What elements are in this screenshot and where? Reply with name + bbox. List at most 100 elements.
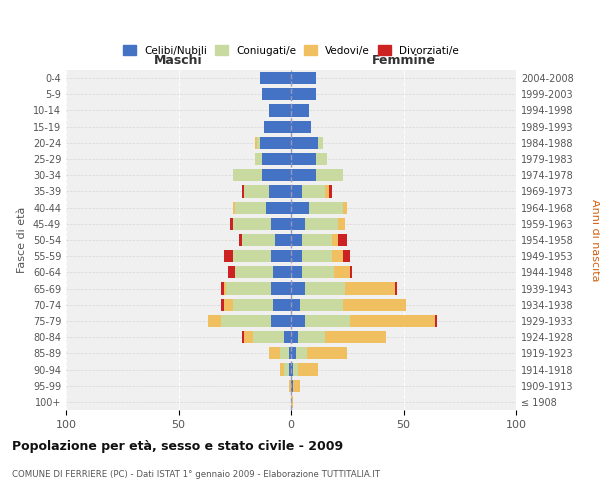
Bar (291, 396, 293, 408)
Bar (233, 298, 273, 311)
Bar (221, 315, 271, 327)
Bar (233, 218, 271, 230)
Bar (331, 234, 338, 246)
Bar (233, 169, 262, 181)
Bar (221, 282, 223, 294)
Bar (239, 234, 241, 246)
Bar (305, 315, 349, 327)
Bar (235, 266, 273, 278)
Bar (291, 186, 302, 198)
Bar (291, 104, 309, 117)
Bar (338, 234, 347, 246)
Bar (260, 72, 291, 84)
Bar (302, 266, 334, 278)
Y-axis label: Fasce di età: Fasce di età (17, 207, 27, 273)
Bar (296, 348, 307, 360)
Bar (271, 250, 291, 262)
Bar (298, 364, 318, 376)
Bar (262, 169, 291, 181)
Bar (273, 266, 291, 278)
Bar (223, 250, 233, 262)
Bar (221, 298, 223, 311)
Bar (291, 153, 316, 165)
Bar (244, 186, 269, 198)
Bar (269, 348, 280, 360)
Bar (271, 315, 291, 327)
Bar (266, 202, 291, 213)
Bar (253, 331, 284, 343)
Bar (241, 186, 244, 198)
Bar (291, 137, 318, 149)
Text: Popolazione per età, sesso e stato civile - 2009: Popolazione per età, sesso e stato civil… (12, 440, 343, 453)
Bar (271, 218, 291, 230)
Bar (273, 298, 291, 311)
Bar (325, 186, 329, 198)
Bar (284, 364, 289, 376)
Bar (269, 104, 291, 117)
Bar (262, 153, 291, 165)
Bar (291, 266, 302, 278)
Bar (260, 137, 291, 149)
Bar (289, 364, 291, 376)
Bar (208, 315, 221, 327)
Bar (269, 186, 291, 198)
Bar (241, 234, 275, 246)
Bar (300, 298, 343, 311)
Bar (316, 153, 327, 165)
Bar (293, 380, 300, 392)
Bar (291, 218, 305, 230)
Bar (264, 120, 291, 132)
Bar (280, 348, 289, 360)
Bar (235, 202, 266, 213)
Bar (228, 266, 235, 278)
Bar (262, 88, 291, 101)
Bar (289, 348, 291, 360)
Bar (271, 282, 291, 294)
Bar (349, 266, 352, 278)
Bar (291, 234, 302, 246)
Bar (302, 234, 331, 246)
Bar (230, 218, 233, 230)
Bar (435, 315, 437, 327)
Bar (343, 250, 349, 262)
Bar (244, 331, 253, 343)
Bar (223, 282, 226, 294)
Bar (291, 250, 302, 262)
Bar (318, 137, 323, 149)
Bar (316, 169, 343, 181)
Bar (298, 331, 325, 343)
Bar (291, 331, 298, 343)
Bar (257, 137, 260, 149)
Bar (275, 234, 291, 246)
Bar (280, 364, 284, 376)
Bar (233, 250, 271, 262)
Bar (349, 315, 435, 327)
Bar (343, 202, 347, 213)
Bar (291, 315, 305, 327)
Bar (255, 137, 257, 149)
Bar (291, 380, 293, 392)
Bar (338, 218, 345, 230)
Bar (255, 153, 262, 165)
Bar (307, 348, 347, 360)
Text: Femmine: Femmine (371, 54, 436, 66)
Bar (309, 202, 343, 213)
Bar (226, 282, 271, 294)
Bar (291, 169, 316, 181)
Bar (329, 186, 331, 198)
Bar (223, 298, 233, 311)
Text: COMUNE DI FERRIERE (PC) - Dati ISTAT 1° gennaio 2009 - Elaborazione TUTTITALIA.I: COMUNE DI FERRIERE (PC) - Dati ISTAT 1° … (12, 470, 380, 479)
Bar (291, 72, 316, 84)
Bar (305, 282, 345, 294)
Bar (293, 364, 298, 376)
Bar (291, 120, 311, 132)
Bar (305, 218, 338, 230)
Bar (291, 202, 309, 213)
Bar (395, 282, 397, 294)
Bar (302, 186, 325, 198)
Bar (345, 282, 395, 294)
Bar (291, 282, 305, 294)
Y-axis label: Anni di nascita: Anni di nascita (590, 198, 600, 281)
Text: Maschi: Maschi (154, 54, 203, 66)
Bar (289, 380, 291, 392)
